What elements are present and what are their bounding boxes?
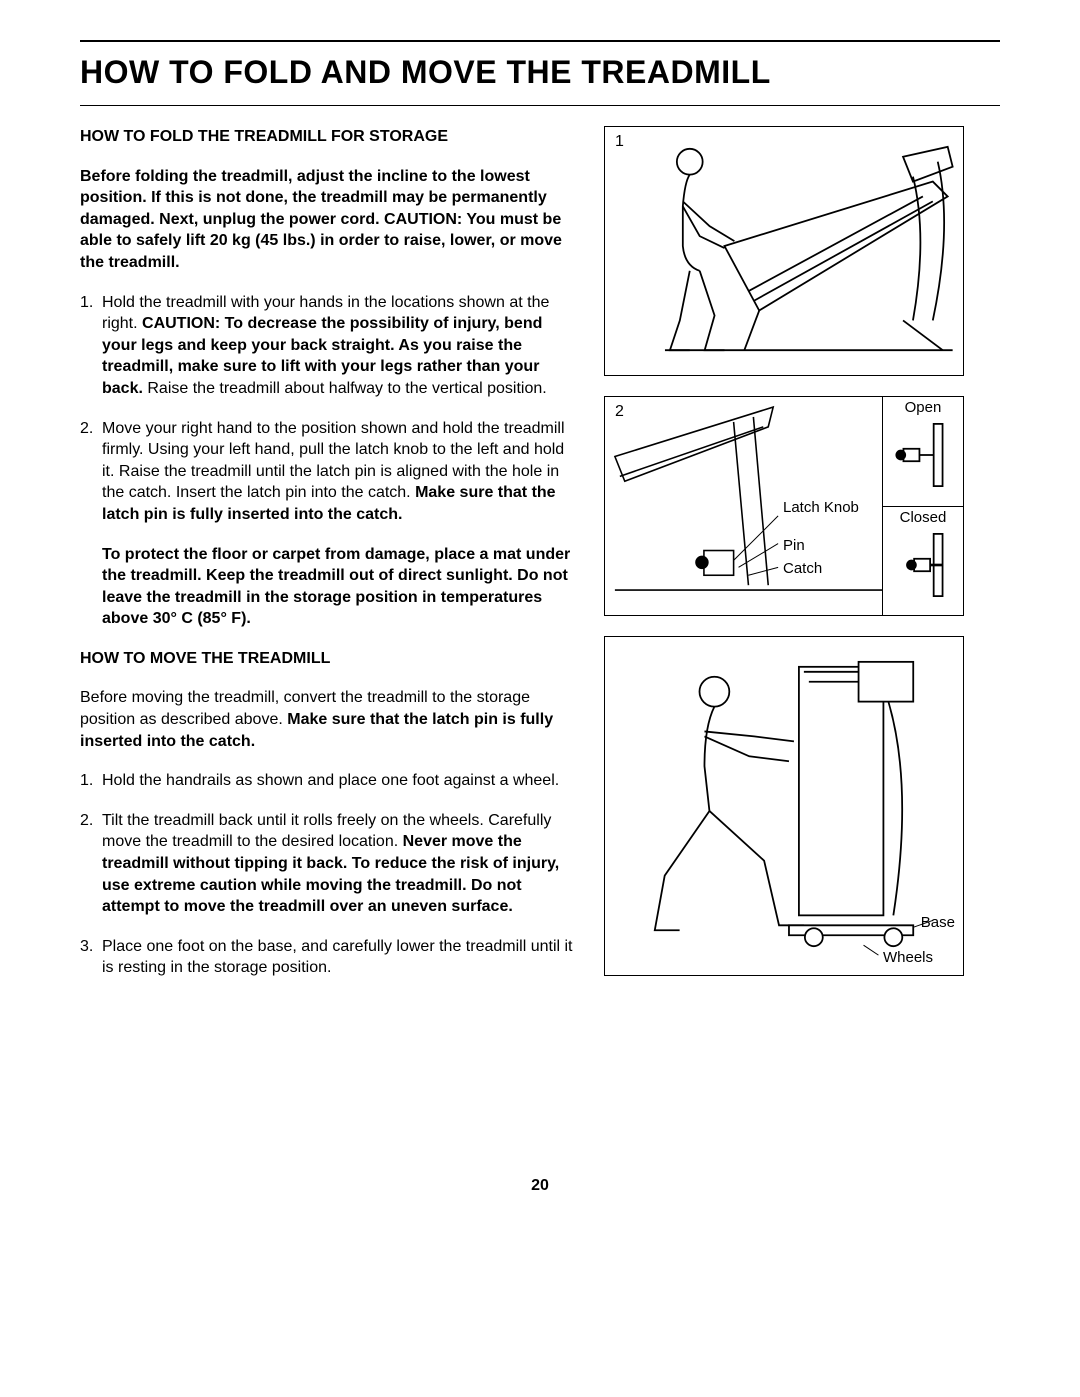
open-label: Open <box>905 399 942 416</box>
top-rule <box>80 40 1000 42</box>
move-steps: 1. Hold the handrails as shown and place… <box>80 770 580 979</box>
fold-illustration <box>605 127 963 375</box>
page-title: HOW TO FOLD AND MOVE THE TREADMILL <box>80 54 1000 91</box>
move-illustration <box>605 637 963 975</box>
move-step-3: 3. Place one foot on the base, and caref… <box>80 936 580 979</box>
open-cell: Open <box>883 397 963 507</box>
figure-1: 1 <box>604 126 964 376</box>
list-number: 2. <box>80 418 102 526</box>
list-number: 2. <box>80 810 102 918</box>
fold-steps: 1. Hold the treadmill with your hands in… <box>80 292 580 526</box>
wheels-label: Wheels <box>883 949 933 966</box>
move-step-2: 2. Tilt the treadmill back until it roll… <box>80 810 580 918</box>
open-icon <box>883 415 963 495</box>
closed-cell: Closed <box>883 507 963 616</box>
closed-icon <box>883 525 963 605</box>
figure-2-main: 2 <box>605 397 883 615</box>
list-body: Move your right hand to the position sho… <box>102 418 580 526</box>
pin-label: Pin <box>783 537 805 554</box>
content-columns: HOW TO FOLD THE TREADMILL FOR STORAGE Be… <box>80 126 1000 997</box>
figure-column: 1 <box>604 126 1000 997</box>
latch-knob-label: Latch Knob <box>783 499 859 516</box>
move-step-1: 1. Hold the handrails as shown and place… <box>80 770 580 792</box>
text-column: HOW TO FOLD THE TREADMILL FOR STORAGE Be… <box>80 126 580 997</box>
figure-2: 2 <box>604 396 964 616</box>
mid-rule <box>80 105 1000 106</box>
figure-3: Base Wheels <box>604 636 964 976</box>
list-body: Tilt the treadmill back until it rolls f… <box>102 810 580 918</box>
move-heading: HOW TO MOVE THE TREADMILL <box>80 648 580 670</box>
fold-step-2: 2. Move your right hand to the position … <box>80 418 580 526</box>
figure-number: 1 <box>615 133 624 151</box>
step-text: Raise the treadmill about halfway to the… <box>143 380 547 397</box>
list-body: Hold the treadmill with your hands in th… <box>102 292 580 400</box>
list-body: Hold the handrails as shown and place on… <box>102 770 580 792</box>
list-body: Place one foot on the base, and carefull… <box>102 936 580 979</box>
move-intro: Before moving the treadmill, convert the… <box>80 687 580 752</box>
page-number: 20 <box>80 1177 1000 1195</box>
protect-note: To protect the floor or carpet from dama… <box>102 544 580 630</box>
fold-intro: Before folding the treadmill, adjust the… <box>80 166 580 274</box>
base-label: Base <box>921 914 955 931</box>
figure-2-side: Open Closed <box>883 397 963 615</box>
closed-label: Closed <box>900 509 947 526</box>
figure-number: 2 <box>615 403 624 421</box>
list-number: 1. <box>80 292 102 400</box>
catch-label: Catch <box>783 560 822 577</box>
list-number: 3. <box>80 936 102 979</box>
fold-step-1: 1. Hold the treadmill with your hands in… <box>80 292 580 400</box>
fold-heading: HOW TO FOLD THE TREADMILL FOR STORAGE <box>80 126 580 148</box>
list-number: 1. <box>80 770 102 792</box>
